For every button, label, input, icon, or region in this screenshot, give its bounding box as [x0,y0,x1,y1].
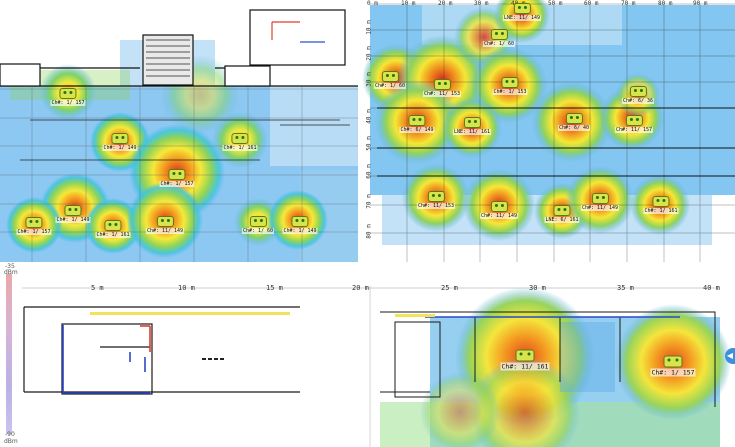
access-point-marker[interactable]: Ch#: 11/ 149 [145,216,185,234]
access-point-icon [59,88,77,99]
access-point-marker[interactable]: Ch#: 6/ 40 [557,113,591,131]
y-axis-tick: 30 m [365,72,373,87]
access-point-marker[interactable]: Ch#: 1/ 149 [55,205,91,223]
x-axis-tick: 35 m [617,284,634,292]
access-point-icon [652,196,670,207]
access-point-marker[interactable]: Ch#: 11/ 153 [422,79,462,97]
x-axis-tick: 70 m [621,0,636,7]
access-point-marker[interactable]: Ch#: 1/ 161 [95,220,131,238]
y-axis-tick: 10 m [365,20,373,35]
y-axis-tick: 50 m [365,136,373,151]
access-point-marker[interactable]: Ch#: 1/ 161 [643,196,679,214]
access-point-marker[interactable]: Ch#: 1/ 60 [241,216,275,234]
access-point-icon [427,191,445,202]
access-point-icon [408,115,426,126]
access-point-marker[interactable]: LNE: 6/ 161 [544,205,580,223]
access-point-icon [433,79,451,90]
access-point-icon [156,216,174,227]
access-point-marker[interactable]: Ch#: 11/ 153 [416,191,456,209]
x-axis-tick: 20 m [438,0,453,7]
access-point-icon [168,169,186,180]
access-point-icon [490,201,508,212]
signal-scale-max: -35 [5,263,15,270]
access-point-icon [553,205,571,216]
access-point-marker[interactable]: Ch#: 6/ 149 [399,115,435,133]
access-point-icon [591,193,609,204]
access-point-marker[interactable]: Ch#: 1/ 149 [282,216,318,234]
access-point-marker[interactable]: Ch#: 1/ 60 [482,29,516,47]
x-axis-tick: 30 m [529,284,546,292]
access-point-icon [291,216,309,227]
x-axis-tick: 15 m [266,284,283,292]
access-point-icon [111,133,129,144]
floorplan-panel-bottom[interactable]: -35 dBm -90 dBm 5 m 10 m 15 m 20 m 25 m … [0,262,735,447]
x-axis-tick: 20 m [352,284,369,292]
floorplan-panel-top-right[interactable]: 0 m 10 m 20 m 30 m 40 m 50 m 60 m 70 m 8… [362,0,735,262]
access-point-icon [565,113,583,124]
access-point-marker[interactable]: Ch#: 1/ 157 [50,88,86,106]
access-point-icon [25,217,43,228]
access-point-icon [249,216,267,227]
x-axis-tick: 10 m [401,0,416,7]
x-axis-tick: 40 m [703,284,720,292]
y-axis-tick: 60 m [365,164,373,179]
access-point-marker[interactable]: Ch#: 1/ 161 [222,133,258,151]
floorplan-panel-top-left[interactable]: Ch#: 1/ 157 Ch#: 1/ 149 Ch#: 1/ 161 Ch#:… [0,0,358,262]
collapse-panel-handle[interactable]: ◀ [725,348,735,364]
access-point-marker[interactable]: Ch#: 1/ 60 [373,71,407,89]
access-point-marker[interactable]: Ch#: 6/ 36 [621,86,655,104]
access-point-icon [513,3,531,14]
access-point-marker[interactable]: Ch#: 1/ 153 [492,77,528,95]
access-point-icon [64,205,82,216]
access-point-marker[interactable]: Ch#: 1/ 157 [16,217,52,235]
x-axis-tick: 90 m [693,0,708,7]
access-point-marker[interactable]: Ch#: 11/ 161 [500,349,550,371]
y-axis-tick: 80 m [365,224,373,239]
access-point-marker[interactable]: Ch#: 1/ 157 [159,169,195,187]
access-point-icon [490,29,508,40]
x-axis-tick: 50 m [548,0,563,7]
access-point-icon [663,355,683,368]
x-axis-tick: 80 m [658,0,673,7]
x-axis-tick: 25 m [441,284,458,292]
x-axis-tick: 0 m [367,0,378,7]
access-point-icon [463,117,481,128]
signal-scale-unit: dBm [4,438,18,445]
access-point-marker[interactable]: LNE: 11/ 149 [502,3,542,21]
access-point-marker[interactable]: Ch#: 1/ 149 [102,133,138,151]
signal-scale-min: -90 [5,431,15,438]
access-point-marker[interactable]: Ch#: 11/ 149 [479,201,519,219]
x-axis-tick: 5 m [91,284,104,292]
access-point-icon [515,349,535,362]
x-axis-tick: 60 m [584,0,599,7]
access-point-icon [104,220,122,231]
access-point-icon [231,133,249,144]
access-point-marker[interactable]: Ch#: 11/ 149 [580,193,620,211]
access-point-icon [625,115,643,126]
signal-scale-unit: dBm [4,269,18,276]
access-point-icon [381,71,399,82]
y-axis-tick: 20 m [365,46,373,61]
y-axis-tick: 40 m [365,109,373,124]
x-axis-tick: 10 m [178,284,195,292]
access-point-marker[interactable]: Ch#: 11/ 157 [614,115,654,133]
access-point-icon [501,77,519,88]
access-point-marker[interactable]: LNE: 11/ 161 [452,117,492,135]
x-axis-tick: 30 m [474,0,489,7]
access-point-icon [629,86,647,97]
y-axis-tick: 70 m [365,194,373,209]
access-point-marker[interactable]: Ch#: 1/ 157 [650,355,696,377]
